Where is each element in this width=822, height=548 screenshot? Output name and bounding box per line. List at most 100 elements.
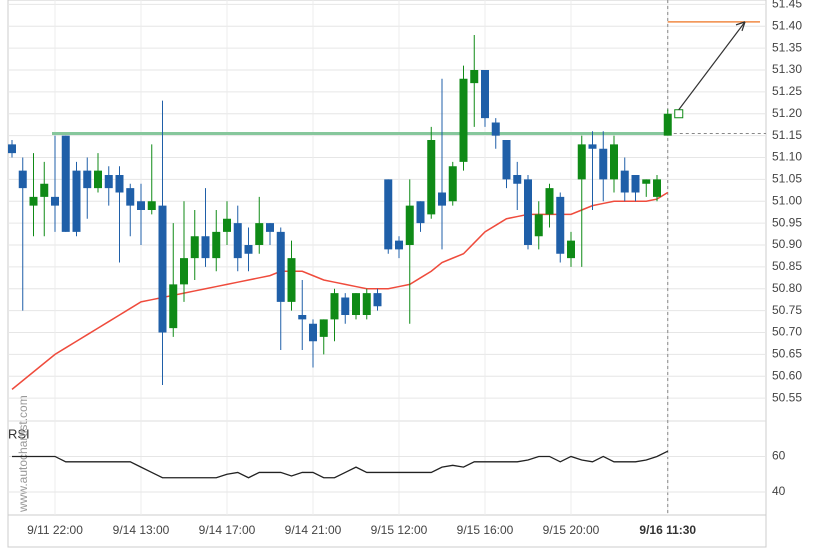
y-tick-label: 51.35 bbox=[772, 40, 802, 54]
y-tick-label: 60 bbox=[772, 449, 786, 463]
candle-body bbox=[341, 297, 350, 315]
candle-body bbox=[287, 258, 296, 302]
y-tick-label: 50.70 bbox=[772, 325, 802, 339]
candle-body bbox=[298, 315, 307, 320]
candle-body bbox=[362, 293, 371, 315]
y-tick-label: 51.30 bbox=[772, 62, 802, 76]
candle-body bbox=[309, 323, 317, 342]
rsi-line bbox=[12, 450, 669, 479]
candle-body bbox=[534, 214, 543, 237]
candle-body bbox=[384, 179, 393, 250]
candle-body bbox=[438, 192, 446, 206]
x-axis-frame bbox=[7, 514, 767, 548]
candle-body bbox=[169, 284, 178, 329]
candle-body bbox=[405, 205, 414, 245]
y-tick-label: 50.95 bbox=[772, 215, 802, 229]
candle-body bbox=[147, 201, 156, 210]
candle-body bbox=[577, 144, 586, 180]
y-tick-label: 51.25 bbox=[772, 84, 802, 98]
candle-body bbox=[158, 205, 167, 333]
candle-body bbox=[416, 201, 425, 224]
candle-body bbox=[502, 140, 511, 180]
candle-body bbox=[276, 231, 285, 302]
rsi-title: RSI bbox=[8, 426, 30, 441]
candle-body bbox=[190, 236, 199, 259]
candle-body bbox=[40, 183, 49, 197]
x-tick-label: 9/14 17:00 bbox=[199, 523, 256, 537]
candle-body bbox=[524, 179, 532, 245]
candle-body bbox=[330, 293, 339, 320]
candle-body bbox=[104, 175, 113, 189]
x-tick-label: 9/14 21:00 bbox=[285, 523, 342, 537]
y-tick-label: 51.45 bbox=[772, 0, 802, 11]
candle-body bbox=[395, 240, 403, 250]
y-tick-label: 50.75 bbox=[772, 303, 802, 317]
candle-body bbox=[620, 170, 629, 193]
candle-body bbox=[470, 70, 479, 84]
candle-body bbox=[201, 236, 210, 259]
x-tick-label: 9/16 11:30 bbox=[639, 523, 696, 537]
pattern-box bbox=[674, 109, 684, 119]
candle-body bbox=[72, 170, 81, 232]
x-tick-label: 9/15 12:00 bbox=[371, 523, 428, 537]
candle-body bbox=[459, 78, 468, 162]
candle-body bbox=[244, 245, 253, 254]
candle-body bbox=[599, 148, 608, 180]
y-tick-label: 51.05 bbox=[772, 172, 802, 186]
candle-body bbox=[83, 170, 92, 189]
candle-body bbox=[8, 144, 16, 154]
candle-body bbox=[427, 140, 436, 215]
y-tick-label: 50.85 bbox=[772, 259, 802, 273]
candle-body bbox=[18, 170, 27, 189]
watermark: www.autochartist.com bbox=[16, 395, 30, 513]
y-tick-label: 51.10 bbox=[772, 150, 802, 164]
candle-body bbox=[51, 196, 59, 206]
candle-body bbox=[448, 166, 457, 202]
candle-body bbox=[319, 319, 328, 337]
y-tick-label: 50.60 bbox=[772, 368, 802, 382]
candle-body bbox=[373, 293, 382, 307]
candle-body bbox=[61, 135, 70, 232]
candle-body bbox=[29, 196, 38, 206]
candle-body bbox=[255, 223, 264, 245]
y-tick-label: 40 bbox=[772, 484, 786, 498]
projection-arrow bbox=[678, 21, 746, 111]
candle-body bbox=[653, 179, 661, 197]
candle-body bbox=[663, 113, 672, 136]
candle-body bbox=[137, 201, 145, 210]
candle-body bbox=[223, 218, 231, 232]
candle-body bbox=[126, 188, 135, 206]
candle-body bbox=[481, 70, 489, 119]
candle-body bbox=[266, 223, 274, 232]
x-tick-label: 9/15 16:00 bbox=[457, 523, 514, 537]
arrow-head bbox=[735, 21, 746, 32]
y-tick-label: 51.20 bbox=[772, 106, 802, 120]
y-tick-label: 50.55 bbox=[772, 390, 802, 404]
y-tick-label: 51.40 bbox=[772, 18, 802, 32]
candle-body bbox=[94, 170, 102, 189]
y-tick-label: 51.15 bbox=[772, 128, 802, 142]
candle-body bbox=[567, 240, 575, 259]
candle-body bbox=[631, 175, 640, 193]
x-tick-label: 9/15 20:00 bbox=[543, 523, 600, 537]
candle-body bbox=[642, 179, 651, 184]
y-tick-label: 50.90 bbox=[772, 237, 802, 251]
x-tick-label: 9/14 13:00 bbox=[113, 523, 170, 537]
candle-body bbox=[513, 175, 522, 184]
candle-body bbox=[212, 231, 221, 259]
candle-body bbox=[491, 122, 500, 136]
y-tick-label: 51.00 bbox=[772, 193, 802, 207]
candle-body bbox=[588, 144, 597, 149]
candle-body bbox=[352, 293, 360, 315]
y-tick-label: 50.65 bbox=[772, 347, 802, 361]
candle-body bbox=[233, 223, 242, 259]
x-tick-label: 9/11 22:00 bbox=[27, 523, 83, 537]
candle-body bbox=[115, 175, 124, 193]
candle-body bbox=[556, 196, 565, 254]
plot-frame bbox=[7, 0, 767, 516]
candle-body bbox=[180, 258, 188, 285]
candle-body bbox=[545, 188, 554, 215]
candle-body bbox=[610, 144, 618, 180]
